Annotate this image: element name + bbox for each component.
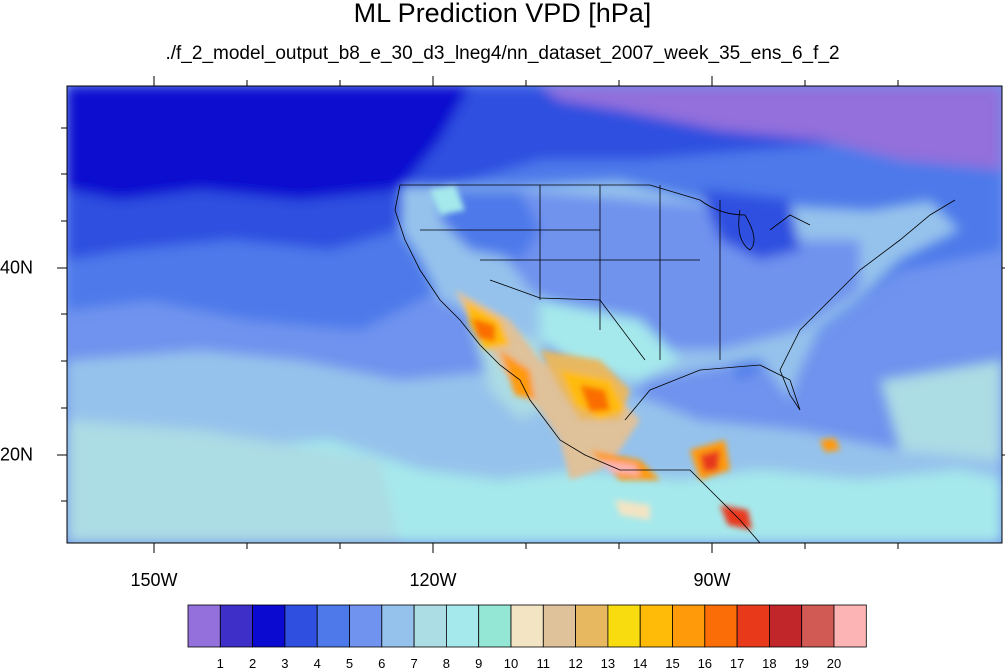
- colorbar-level-label: 11: [536, 656, 551, 671]
- colorbar-swatch: [478, 604, 512, 648]
- colorbar-swatch: [704, 604, 738, 648]
- colorbar-level-label: 7: [410, 656, 418, 671]
- colorbar-level-label: 20: [826, 656, 842, 671]
- axis-ticks: [57, 76, 1005, 553]
- colorbar-swatch: [607, 604, 641, 648]
- colorbar-swatch: [252, 604, 286, 648]
- colorbar-level-label: 10: [503, 656, 519, 671]
- colorbar-level-label: 2: [248, 656, 257, 671]
- colorbar-swatch: [187, 604, 221, 648]
- colorbar-swatch: [801, 604, 835, 648]
- colorbar-level-label: 19: [794, 656, 809, 671]
- lon-label-150w: 150W: [130, 570, 178, 590]
- colorbar-swatch: [542, 604, 576, 648]
- colorbar-level-label: 8: [442, 656, 451, 671]
- colorbar-level-label: 15: [665, 656, 680, 671]
- colorbar-level-label: 18: [762, 656, 777, 671]
- colorbar-level-label: 1: [216, 656, 224, 671]
- colorbar-swatch: [445, 604, 480, 648]
- colorbar: [187, 604, 867, 648]
- colorbar-swatch: [219, 604, 254, 648]
- lon-label-120w: 120W: [409, 570, 457, 590]
- colorbar-level-label: 12: [568, 656, 583, 671]
- colorbar-level-label: 6: [378, 656, 386, 671]
- colorbar-swatch: [769, 604, 803, 648]
- colorbar-level-label: 17: [729, 656, 745, 671]
- colorbar-swatch: [672, 604, 706, 648]
- colorbar-level-label: 13: [600, 656, 616, 671]
- colorbar-level-label: 9: [475, 656, 483, 671]
- vpd-field: [67, 86, 1002, 543]
- colorbar-swatch: [381, 604, 415, 648]
- colorbar-swatch: [510, 604, 544, 648]
- colorbar-level-label: 4: [313, 656, 321, 671]
- colorbar-swatch: [639, 604, 673, 648]
- chart-title: ML Prediction VPD [hPa]: [353, 0, 652, 28]
- colorbar-level-label: 5: [345, 656, 354, 671]
- colorbar-swatch: [413, 604, 447, 648]
- colorbar-swatch: [316, 604, 350, 648]
- colorbar-level-label: 16: [697, 656, 713, 671]
- colorbar-swatch: [736, 604, 770, 648]
- lat-label-20n: 20N: [0, 444, 34, 465]
- colorbar-swatch: [575, 604, 609, 648]
- chart-subtitle: ./f_2_model_output_b8_e_30_d3_lneg4/nn_d…: [165, 43, 840, 64]
- colorbar-level-label: 14: [632, 656, 648, 671]
- colorbar-swatch: [833, 604, 867, 648]
- colorbar-swatch: [349, 604, 383, 648]
- lon-label-90w: 90W: [693, 570, 731, 590]
- colorbar-swatch: [284, 604, 318, 648]
- lat-label-40n: 40N: [0, 257, 34, 278]
- colorbar-level-label: 3: [281, 656, 289, 671]
